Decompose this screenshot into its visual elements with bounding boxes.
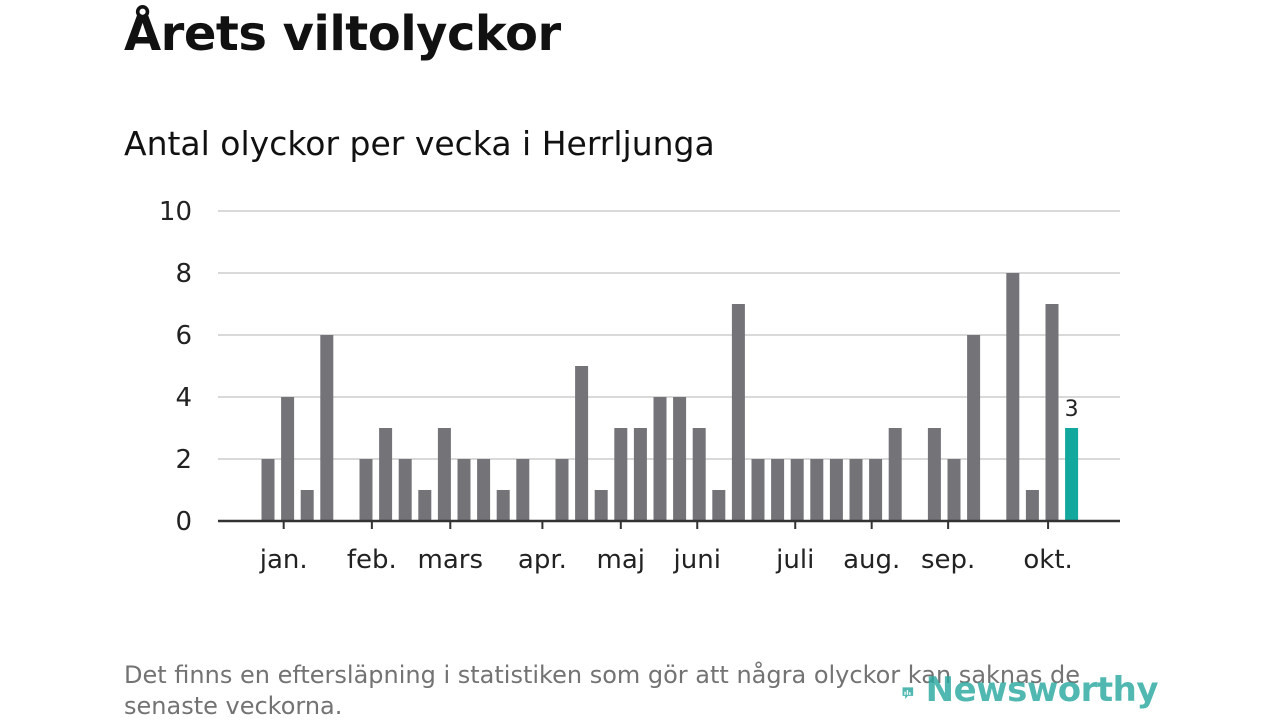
data-labels: 3 [1065,397,1079,422]
logo-text: Newsworthy [925,670,1159,710]
x-tick-label: jan. [259,545,308,575]
newsworthy-logo: Newsworthy [902,668,1159,720]
bar [516,459,530,521]
x-tick-label: juni [673,545,721,575]
chart-subtitle: Antal olyckor per vecka i Herrljunga [124,124,715,163]
x-tick-label: juli [775,545,814,575]
bar [1025,490,1039,521]
bar [810,459,824,521]
x-tick-label: apr. [518,545,567,575]
y-tick-label: 0 [175,507,192,537]
bar [673,397,687,521]
y-axis-ticks: 0 2 4 6 8 10 [159,197,192,537]
y-tick-label: 6 [175,321,192,351]
y-tick-label: 8 [175,259,192,289]
bar [927,428,941,521]
x-axis-ticks: jan. feb. mars apr. maj juni juli aug. sep. okt. [259,521,1073,575]
bar [281,397,295,521]
bar [790,459,804,521]
bar [692,428,706,521]
y-tick-label: 4 [175,383,192,413]
y-tick-label: 2 [175,445,192,475]
bar [947,459,961,521]
bar [437,428,451,521]
highlight-bar [1065,428,1079,521]
bar [1006,273,1020,521]
bar [594,490,608,521]
x-tick-label: sep. [921,545,975,575]
data-label: 3 [1065,397,1079,422]
bar [849,459,863,521]
bar [751,459,765,521]
x-tick-label: mars [418,545,484,575]
bar [653,397,667,521]
chart-title: Årets viltolyckor [124,6,561,62]
newsworthy-logo-icon [902,687,914,700]
bar [379,428,393,521]
bar [829,459,843,521]
bar-chart: 0 2 4 6 8 10 jan. feb. mars apr. maj juni juli aug. s… [159,197,1120,575]
bars [261,273,1079,521]
bar [320,335,334,521]
bar [457,459,471,521]
bar [359,459,373,521]
x-tick-label: okt. [1023,545,1072,575]
y-tick-label: 10 [159,197,192,227]
bar [967,335,981,521]
x-tick-label: aug. [843,545,900,575]
bar [398,459,412,521]
bar [888,428,902,521]
x-tick-label: feb. [347,545,397,575]
bar [1045,304,1059,521]
bar [575,366,589,521]
x-tick-label: maj [597,545,645,575]
bar [771,459,785,521]
bar [731,304,745,521]
bar [869,459,883,521]
bar [496,490,510,521]
bar [261,459,275,521]
bar [614,428,628,521]
bar [300,490,314,521]
gridlines [218,210,1120,460]
bar [477,459,491,521]
bar [418,490,432,521]
bar [633,428,647,521]
footnote: Det finns en eftersläpning i statistiken… [124,661,1080,720]
bar [712,490,726,521]
bar [555,459,569,521]
